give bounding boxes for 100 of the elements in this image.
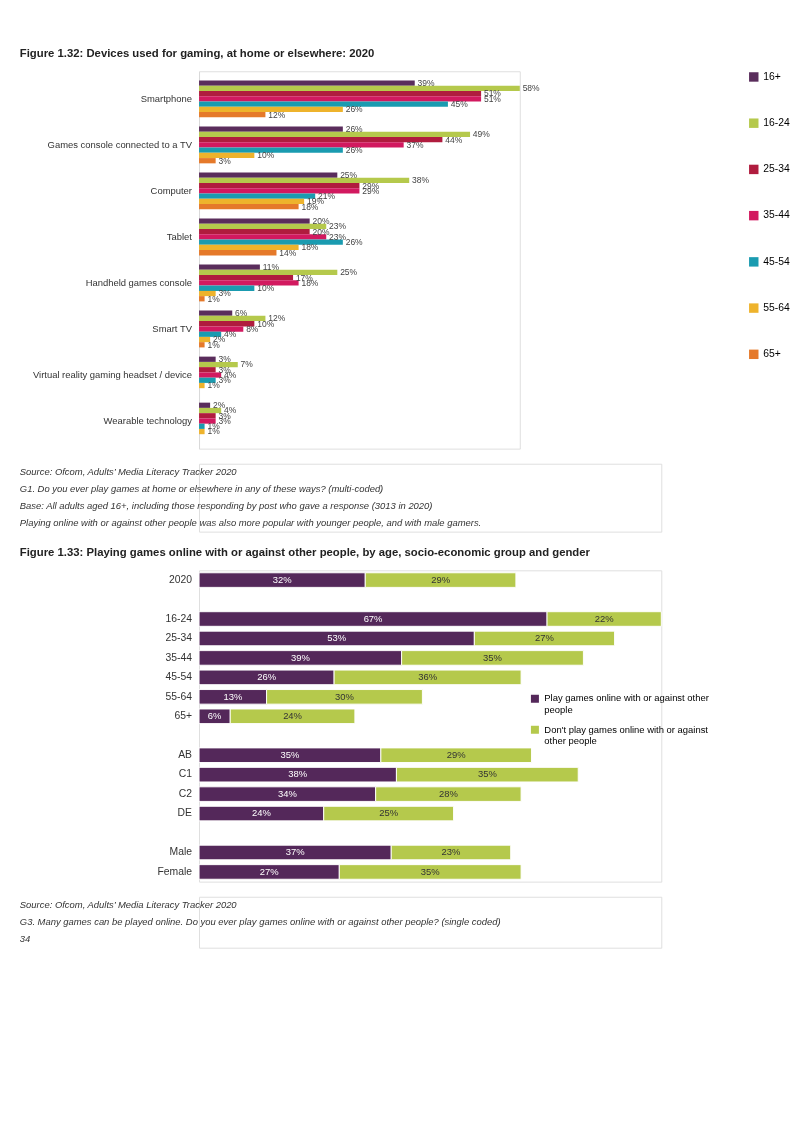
y-tick-label: Male [169,846,193,858]
data-label: 10% [257,150,275,161]
data-label: 4% [224,329,237,340]
data-label: 26% [345,123,364,134]
bar [199,361,238,368]
bar [199,137,443,143]
bar [199,106,343,113]
bar [199,356,216,362]
data-label: 6% [207,710,223,722]
data-label: 22% [594,612,615,624]
chart-title: Figure 1.33: Playing games online with or against other people, by age, socio-economic group and gender [19,546,591,559]
data-label: 24% [251,807,272,819]
bar [199,382,205,389]
bar [199,269,338,276]
bar [199,198,305,205]
data-label: 26% [257,671,277,683]
y-tick-label: 45-54 [165,671,193,683]
y-tick-label: 25-34 [165,632,193,644]
y-tick-label: 2020 [168,573,193,585]
y-tick-label: Female [157,865,193,877]
data-label: 8% [246,323,259,334]
bar [199,142,404,148]
bar [199,204,299,210]
bar [199,377,216,383]
y-tick-label: 16-24 [165,612,193,624]
y-tick-label: Smart TV [152,322,193,334]
bar [199,250,277,256]
data-label: 45% [450,99,469,109]
bar [199,296,205,302]
data-label: 34% [277,787,298,799]
bar [199,402,211,408]
bar [199,418,216,424]
data-label: 13% [223,690,243,702]
legend-label: Don't play games online with or against other people [544,723,709,746]
y-tick-label: AB [178,749,193,761]
legend-label: 35-44 [763,209,790,221]
bar [199,367,216,373]
data-label: 3% [218,354,232,365]
bar [199,183,360,189]
y-tick-label: Virtual reality gaming headset / device [32,368,192,380]
bar [199,428,205,435]
data-label: 6% [235,308,248,319]
y-tick-label: Tablet [166,230,193,242]
y-tick-label: Games console connected to a TV [47,138,193,150]
data-label: 27% [259,865,280,877]
data-label: 28% [438,787,459,799]
data-label: 37% [285,846,306,858]
bar [199,413,216,419]
bar [199,188,360,194]
data-label: 3% [218,288,232,299]
data-label: 27% [535,632,555,644]
text: 34 [19,933,31,945]
data-label: 67% [363,612,384,624]
y-tick-label: C2 [178,787,193,799]
text: Base: All adults aged 16+, including those responding by post who gave a response (3013 in 2020) [19,500,433,512]
bar [199,177,410,184]
y-tick-label: 65+ [174,710,192,722]
bar [199,407,222,414]
bar [199,152,255,159]
bar [199,131,471,138]
legend-label: 65+ [763,348,781,360]
y-tick-label: 35-44 [165,651,193,663]
data-label: 26% [345,237,364,248]
y-tick-label: C1 [178,768,193,780]
data-label: 25% [379,807,399,819]
data-label: 44% [445,134,463,145]
bar [199,80,415,86]
bar [199,101,448,107]
bar [199,336,211,343]
data-label: 20% [312,226,330,237]
bar [199,91,482,97]
data-label: 39% [417,77,435,88]
legend-label: 55-64 [763,301,790,313]
data-label: 39% [290,651,311,663]
y-tick-label: Computer [150,184,192,196]
bar [199,244,299,251]
data-label: 38% [288,768,308,780]
bar [199,234,327,240]
bar [199,96,482,102]
data-label: 53% [327,632,347,644]
bar [199,315,266,322]
y-tick-label: 55-64 [165,690,193,702]
bar [199,218,310,224]
legend-label: 25-34 [763,163,790,175]
bar [199,423,205,429]
data-label: 26% [345,145,364,156]
data-label: 23% [441,846,462,858]
data-label: 37% [406,139,424,150]
text: Playing online with or against other people was also more popular with younger people, and with male gamers. [19,517,482,529]
bar [199,193,316,199]
data-label: 58% [522,83,541,94]
text: G3. Many games can be played online. Do you ever play games online with or against other people? (single coded) [19,916,501,928]
bar [199,158,216,164]
data-label: 25% [340,267,358,278]
bar [199,239,343,245]
bar [199,275,294,281]
data-label: 35% [420,865,441,877]
data-label: 49% [472,129,491,140]
legend-label: 16+ [763,70,781,82]
data-label: 32% [272,573,293,585]
